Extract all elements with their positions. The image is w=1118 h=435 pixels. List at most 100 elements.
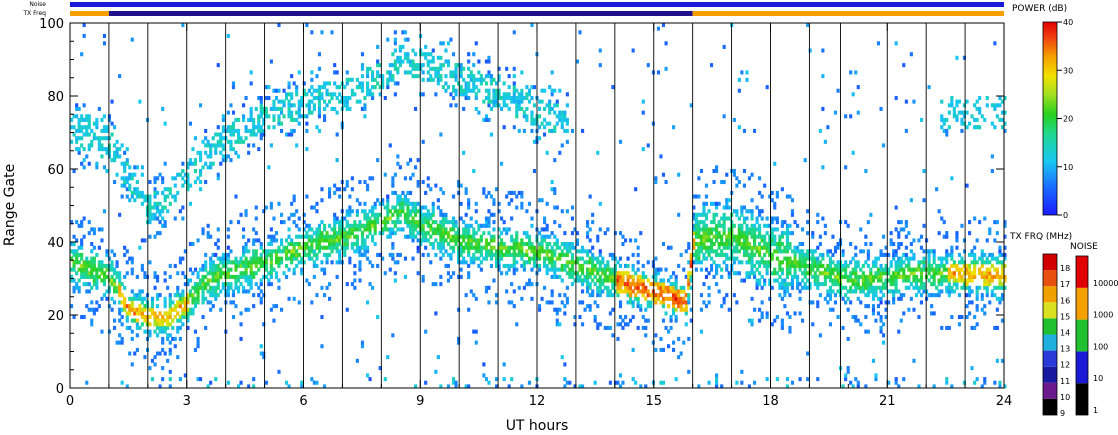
echo-cell bbox=[226, 125, 230, 130]
echo-cell bbox=[317, 242, 322, 247]
echo-cell bbox=[775, 245, 779, 250]
echo-cell bbox=[171, 336, 175, 341]
echo-cell bbox=[985, 282, 989, 287]
echo-cell bbox=[462, 256, 466, 261]
echo-cell bbox=[710, 267, 714, 272]
echo-cell bbox=[391, 180, 395, 185]
echo-cell bbox=[292, 252, 296, 257]
echo-cell bbox=[773, 267, 777, 272]
echo-cell bbox=[616, 293, 620, 298]
echo-cell bbox=[811, 249, 815, 254]
echo-cell bbox=[942, 234, 946, 239]
echo-cell bbox=[462, 260, 466, 265]
echo-cell bbox=[512, 92, 516, 97]
echo-cell bbox=[454, 231, 458, 236]
echo-cell bbox=[97, 147, 101, 152]
echo-cell bbox=[439, 223, 443, 228]
echo-cell bbox=[575, 249, 580, 254]
echo-cell bbox=[409, 59, 413, 64]
echo-cell bbox=[702, 220, 706, 225]
echo-cell bbox=[626, 300, 630, 305]
echo-cell bbox=[474, 245, 478, 250]
echo-cell bbox=[778, 238, 782, 243]
echo-cell bbox=[221, 285, 225, 290]
echo-cell bbox=[183, 307, 187, 312]
echo-cell bbox=[138, 296, 142, 301]
echo-cell bbox=[396, 59, 400, 64]
echo-cell bbox=[125, 271, 129, 276]
echo-cell bbox=[722, 44, 726, 49]
echo-cell bbox=[421, 63, 425, 68]
echo-cell bbox=[118, 311, 122, 316]
echo-cell bbox=[555, 103, 559, 108]
echo-cell bbox=[414, 165, 418, 170]
echo-cell bbox=[193, 267, 198, 272]
echo-cell bbox=[315, 209, 319, 214]
echo-cell bbox=[725, 234, 729, 239]
echo-cell bbox=[704, 267, 709, 272]
echo-cell bbox=[479, 260, 483, 265]
echo-cell bbox=[502, 99, 506, 104]
echo-cell bbox=[902, 377, 906, 382]
echo-cell bbox=[732, 172, 736, 177]
echo-cell bbox=[570, 274, 575, 279]
echo-cell bbox=[416, 209, 420, 214]
echo-cell bbox=[699, 307, 704, 312]
echo-cell bbox=[945, 380, 949, 385]
echo-cell bbox=[955, 234, 959, 239]
echo-cell bbox=[945, 289, 949, 294]
echo-cell bbox=[993, 274, 997, 279]
echo-cell bbox=[550, 128, 554, 133]
echo-cell bbox=[231, 128, 236, 133]
echo-cell bbox=[750, 231, 754, 236]
echo-cell bbox=[181, 311, 185, 316]
echo-cell bbox=[869, 289, 873, 294]
echo-cell bbox=[138, 99, 142, 104]
echo-cell bbox=[317, 52, 322, 57]
echo-cell bbox=[242, 139, 246, 144]
echo-cell bbox=[555, 242, 559, 247]
echo-cell bbox=[226, 227, 230, 232]
echo-cell bbox=[254, 256, 258, 261]
echo-cell bbox=[654, 278, 658, 283]
echo-cell bbox=[282, 88, 286, 93]
echo-cell bbox=[919, 278, 924, 283]
echo-cell bbox=[360, 66, 365, 71]
echo-cell bbox=[474, 92, 478, 97]
echo-cell bbox=[449, 234, 453, 239]
echo-cell bbox=[520, 296, 524, 301]
echo-cell bbox=[879, 263, 883, 268]
echo-cell bbox=[168, 274, 172, 279]
echo-cell bbox=[487, 59, 491, 64]
echo-cell bbox=[259, 245, 263, 250]
echo-cell bbox=[512, 125, 516, 130]
echo-cell bbox=[474, 256, 478, 261]
echo-cell bbox=[226, 252, 230, 257]
echo-cell bbox=[307, 238, 311, 243]
echo-cell bbox=[565, 300, 569, 305]
echo-cell bbox=[295, 252, 299, 257]
echo-cell bbox=[889, 289, 893, 294]
echo-cell bbox=[315, 74, 319, 79]
echo-cell bbox=[257, 293, 261, 298]
echo-cell bbox=[257, 121, 261, 126]
echo-cell bbox=[760, 311, 764, 316]
echo-cell bbox=[216, 293, 220, 298]
echo-cell bbox=[502, 92, 506, 97]
echo-cell bbox=[193, 136, 198, 141]
echo-cell bbox=[980, 256, 984, 261]
echo-cell bbox=[897, 256, 901, 261]
echo-cell bbox=[383, 220, 387, 225]
echo-cell bbox=[280, 128, 284, 133]
echo-cell bbox=[467, 231, 471, 236]
echo-cell bbox=[742, 205, 747, 210]
echo-cell bbox=[702, 223, 706, 228]
echo-cell bbox=[973, 263, 977, 268]
echo-cell bbox=[328, 92, 332, 97]
echo-cell bbox=[102, 114, 107, 119]
echo-cell bbox=[1000, 285, 1005, 290]
echo-cell bbox=[474, 231, 478, 236]
echo-cell bbox=[110, 121, 114, 126]
echo-cell bbox=[242, 285, 246, 290]
echo-cell bbox=[846, 263, 850, 268]
